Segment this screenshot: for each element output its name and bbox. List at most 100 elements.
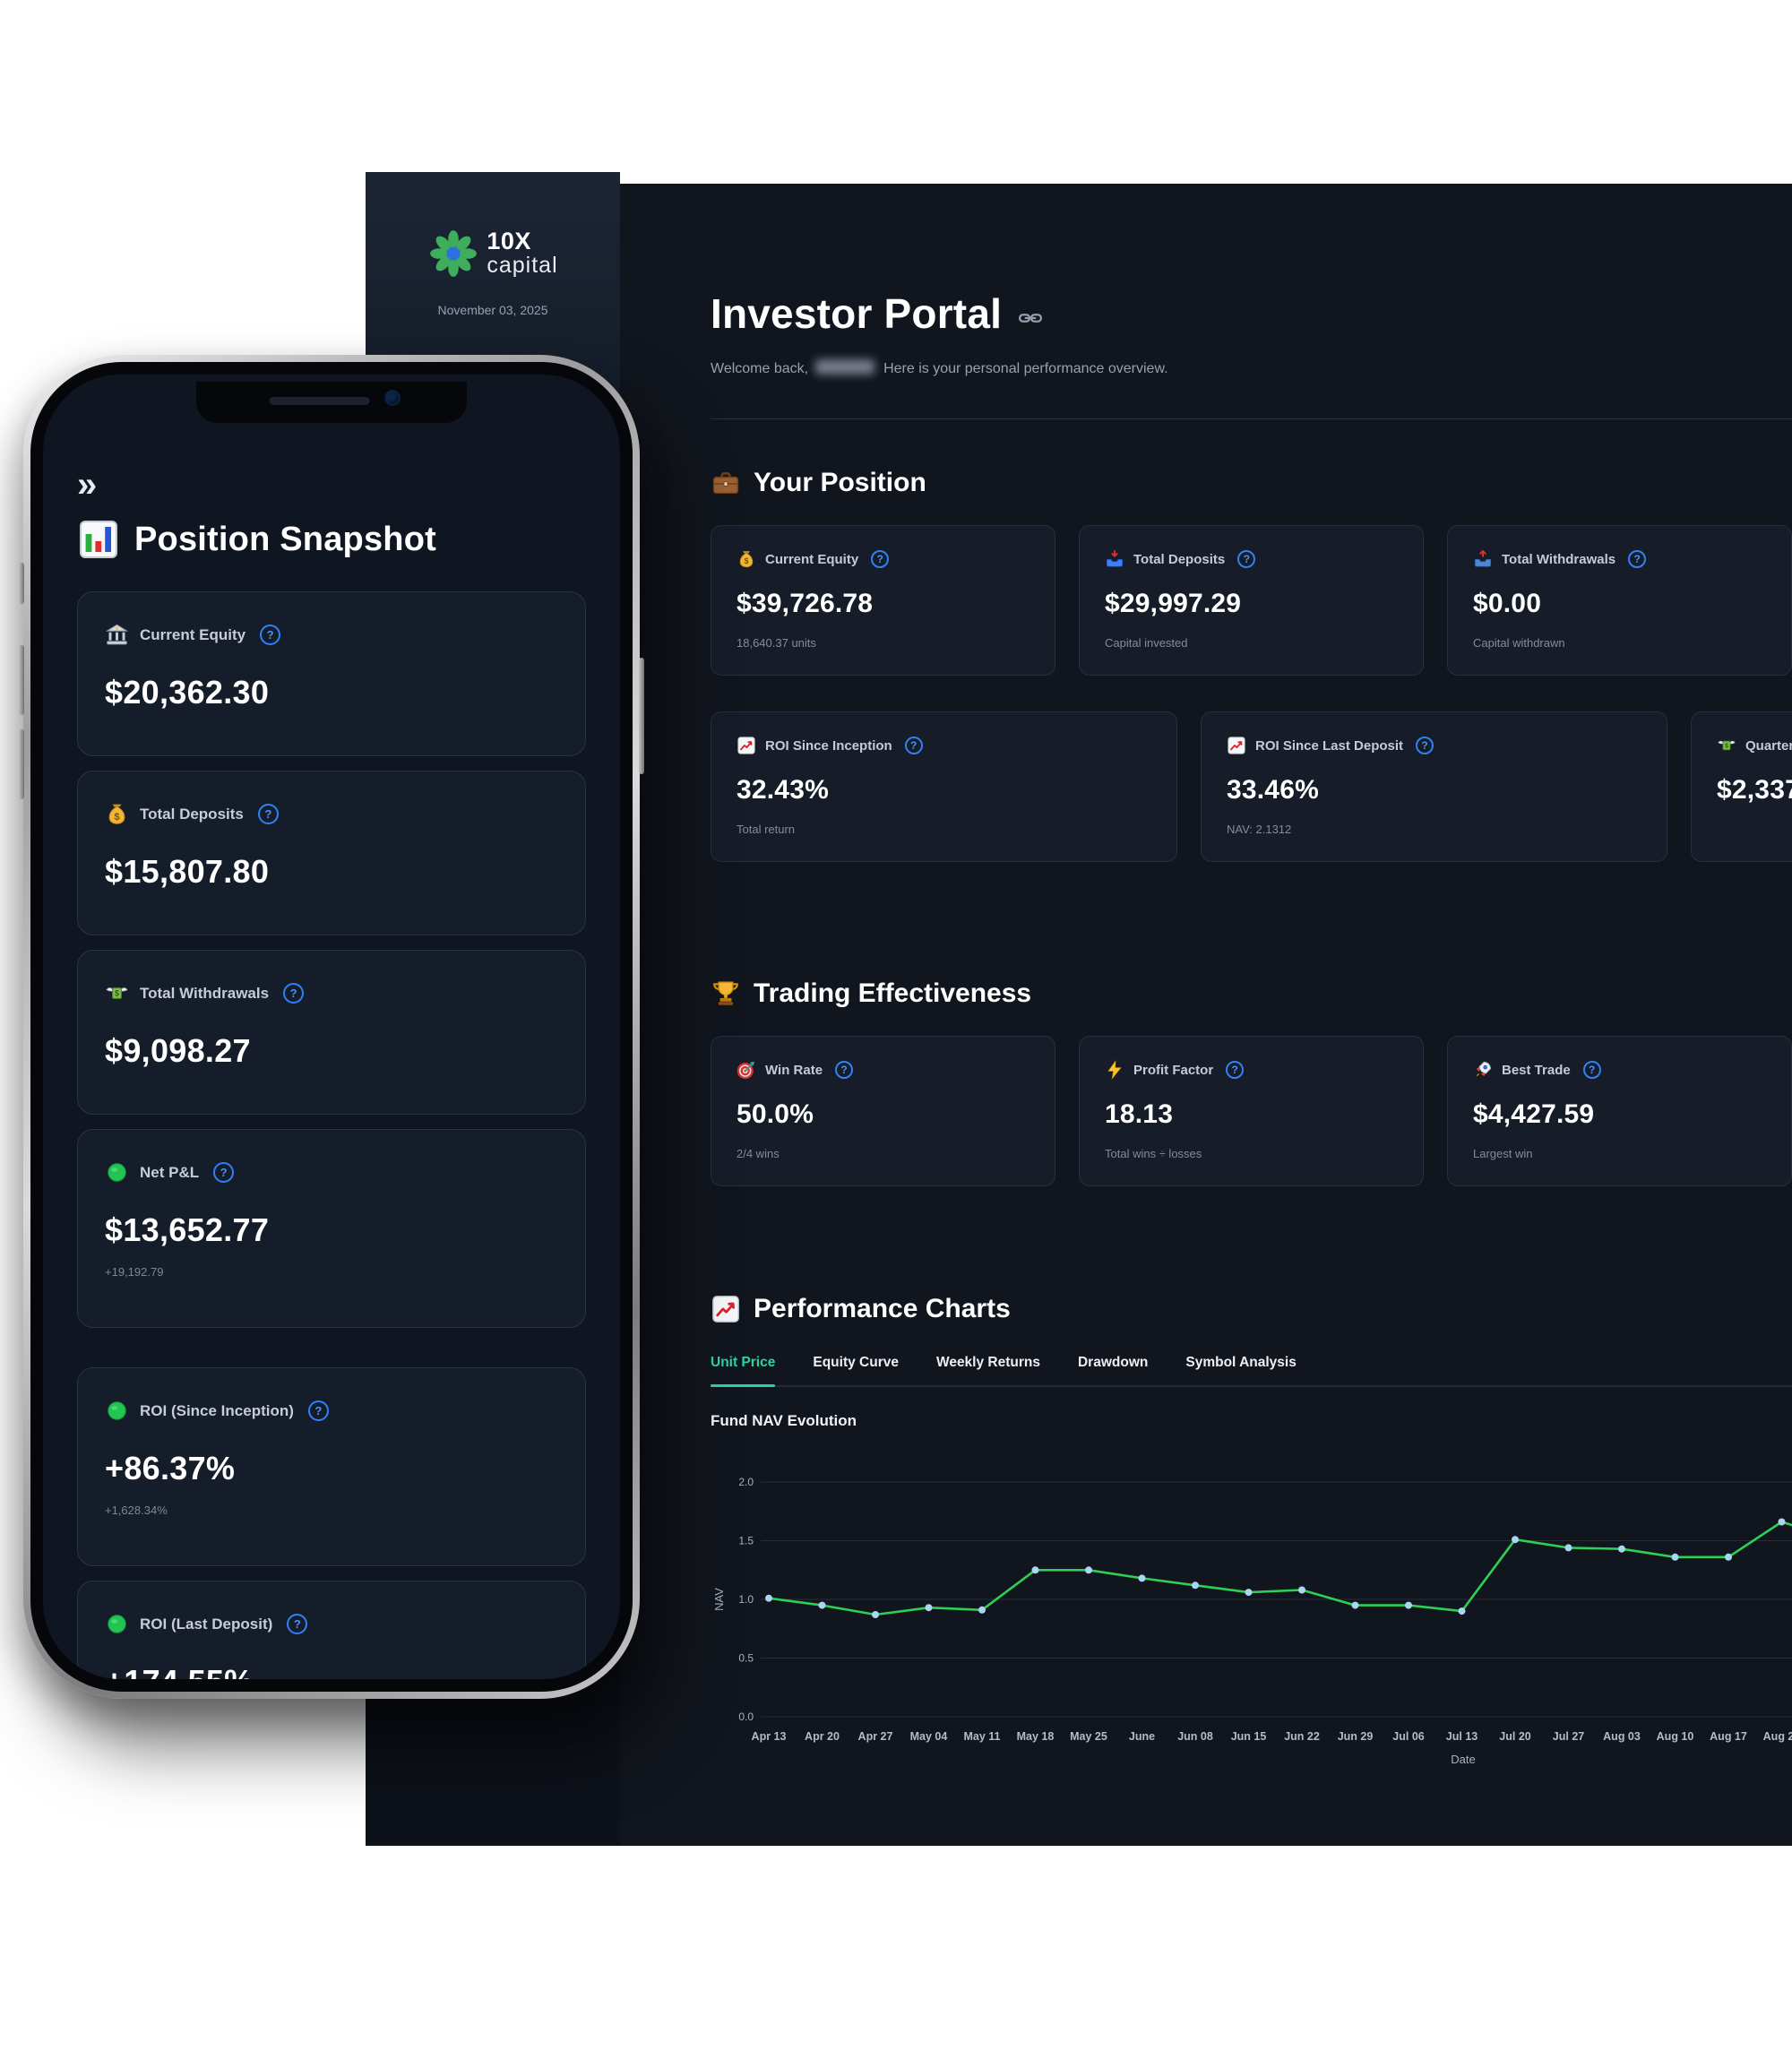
svg-text:June: June — [1129, 1730, 1155, 1743]
section-your-position: Your Position — [711, 468, 1792, 498]
stat-value: $29,997.29 — [1105, 589, 1242, 618]
dart-icon — [737, 1060, 756, 1080]
svg-text:1.0: 1.0 — [738, 1593, 754, 1606]
svg-text:NAV: NAV — [712, 1588, 726, 1611]
stat-sub: Total return — [737, 823, 796, 836]
help-icon[interactable] — [904, 737, 923, 754]
tab-weekly-returns[interactable]: Weekly Returns — [935, 1355, 1040, 1370]
card-current-equity: Current Equity $39,726.78 18,640.37 unit… — [711, 525, 1055, 676]
stat-label: Net P&L — [140, 1163, 200, 1181]
help-icon[interactable] — [1582, 1061, 1601, 1079]
main-panel: Investor Portal Welcome back, Here is you… — [620, 184, 1792, 1846]
bank-icon — [105, 623, 129, 647]
svg-text:May 18: May 18 — [1017, 1730, 1055, 1743]
stat-label: Total Withdrawals — [1502, 551, 1616, 567]
expand-chevrons-icon[interactable]: » — [77, 465, 98, 504]
help-icon[interactable] — [307, 1400, 329, 1421]
stat-value: $13,652.77 — [105, 1211, 270, 1248]
svg-text:Apr 20: Apr 20 — [805, 1730, 840, 1743]
stat-sub: +1,628.34% — [105, 1504, 168, 1517]
help-icon[interactable] — [1226, 1061, 1245, 1079]
briefcase-icon — [711, 468, 741, 498]
brand-name-bottom: capital — [487, 253, 558, 279]
nav-chart: 0.0 0.5 1.0 1.5 2.0 Apr 13 Apr 20 Apr 27 May 04 M… — [711, 1441, 1792, 1774]
phone-card-current-equity: Current Equity $20,362.30 — [77, 591, 586, 756]
stat-value: 33.46% — [1227, 775, 1319, 805]
phone-bezel: » Position Snapshot Current Equity $20,3… — [30, 362, 633, 1692]
phone-card-total-withdrawals: Total Withdrawals $9,098.27 — [77, 950, 586, 1115]
svg-text:0.0: 0.0 — [738, 1710, 754, 1723]
stat-label: Total Withdrawals — [140, 984, 270, 1002]
tab-symbol-analysis[interactable]: Symbol Analysis — [1185, 1355, 1297, 1370]
stat-label: Win Rate — [765, 1062, 823, 1078]
stat-sub: Capital withdrawn — [1473, 636, 1565, 650]
nav-chart-svg: 0.0 0.5 1.0 1.5 2.0 Apr 13 Apr 20 Apr 27 May 04 M… — [712, 1476, 1792, 1766]
tab-drawdown[interactable]: Drawdown — [1077, 1355, 1149, 1370]
phone-screen: » Position Snapshot Current Equity $20,3… — [43, 375, 620, 1679]
section-performance-charts: Performance Charts — [711, 1294, 1792, 1324]
svg-text:Apr 27: Apr 27 — [858, 1730, 893, 1743]
tab-unit-price[interactable]: Unit Price — [711, 1355, 776, 1387]
stat-sub: Largest win — [1473, 1147, 1533, 1160]
phone-card-roi-inception: ROI (Since Inception) +86.37% +1,628.34% — [77, 1367, 586, 1566]
phone-notch — [196, 382, 467, 423]
section-title: Trading Effectiveness — [754, 978, 1032, 1008]
help-icon[interactable] — [835, 1061, 854, 1079]
card-profit-factor: Profit Factor 18.13 Total wins ÷ losses — [1079, 1036, 1424, 1186]
help-icon[interactable] — [257, 804, 279, 824]
chart-increasing-icon — [711, 1294, 741, 1324]
stat-label: Current Equity — [140, 625, 246, 643]
help-icon[interactable] — [1628, 550, 1647, 568]
help-icon[interactable] — [287, 1614, 308, 1634]
position-row-2: ROI Since Inception 32.43% Total return … — [711, 711, 1792, 862]
svg-text:Jul 06: Jul 06 — [1392, 1730, 1424, 1743]
help-icon[interactable] — [1416, 737, 1434, 754]
phone-card-net-pnl: Net P&L $13,652.77 +19,192.79 — [77, 1129, 586, 1328]
stat-value: 50.0% — [737, 1099, 814, 1129]
stat-label: ROI Since Last Deposit — [1255, 737, 1404, 754]
phone-volume-down-button — [19, 729, 24, 799]
help-icon[interactable] — [213, 1162, 235, 1183]
stat-sub: Capital invested — [1105, 636, 1188, 650]
help-icon[interactable] — [283, 983, 305, 1004]
stat-label: Total Deposits — [140, 805, 244, 823]
svg-text:0.5: 0.5 — [738, 1652, 754, 1665]
card-win-rate: Win Rate 50.0% 2/4 wins — [711, 1036, 1055, 1186]
help-icon[interactable] — [260, 625, 281, 645]
moneybag-icon — [737, 549, 756, 569]
outbox-tray-icon — [1473, 549, 1493, 569]
stat-label: Profit Factor — [1133, 1062, 1214, 1078]
rocket-icon — [1473, 1060, 1493, 1080]
divider — [711, 418, 1792, 419]
stat-value: $2,337 — [1717, 775, 1792, 805]
svg-text:Aug 03: Aug 03 — [1603, 1730, 1641, 1743]
section-title: Your Position — [754, 468, 926, 497]
svg-text:Jun 15: Jun 15 — [1231, 1730, 1267, 1743]
tab-equity-curve[interactable]: Equity Curve — [813, 1355, 899, 1370]
stat-sub: Total wins ÷ losses — [1105, 1147, 1202, 1160]
blurred-username — [815, 359, 875, 375]
svg-text:May 11: May 11 — [963, 1730, 1000, 1743]
inbox-tray-icon — [1105, 549, 1124, 569]
stat-label: Quarterly — [1745, 737, 1792, 754]
phone-mockup: » Position Snapshot Current Equity $20,3… — [19, 355, 644, 1699]
svg-text:Aug 24: Aug 24 — [1763, 1730, 1792, 1743]
stat-value: $15,807.80 — [105, 853, 270, 890]
green-circle-icon — [105, 1160, 129, 1185]
green-circle-icon — [105, 1399, 129, 1423]
stat-value: $39,726.78 — [737, 589, 874, 618]
flower-logo-icon — [427, 228, 479, 280]
help-icon[interactable] — [871, 550, 890, 568]
card-roi-inception: ROI Since Inception 32.43% Total return — [711, 711, 1177, 862]
svg-text:Jul 20: Jul 20 — [1499, 1730, 1530, 1743]
card-total-withdrawals: Total Withdrawals $0.00 Capital withdraw… — [1447, 525, 1792, 676]
help-icon[interactable] — [1237, 550, 1256, 568]
report-date: November 03, 2025 — [437, 303, 548, 317]
phone-camera — [386, 392, 399, 404]
svg-text:May 04: May 04 — [910, 1730, 948, 1743]
money-wings-icon — [1717, 736, 1736, 755]
position-row-1: Current Equity $39,726.78 18,640.37 unit… — [711, 525, 1792, 676]
link-icon[interactable] — [1018, 306, 1043, 331]
svg-text:Jun 22: Jun 22 — [1284, 1730, 1320, 1743]
svg-text:Jun 29: Jun 29 — [1338, 1730, 1374, 1743]
